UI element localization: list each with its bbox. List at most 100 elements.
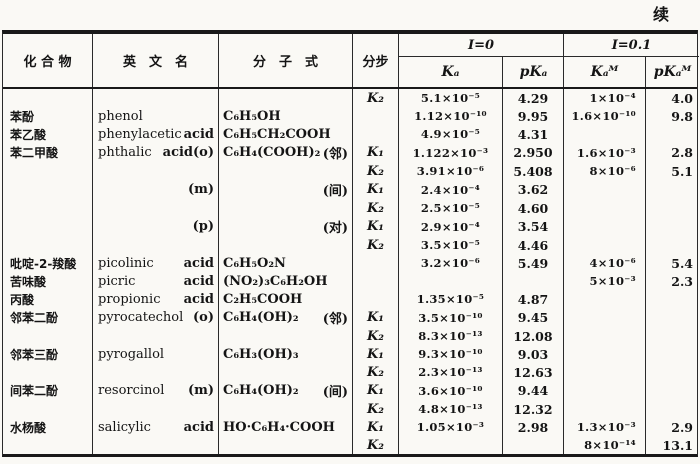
table-row: 苦味酸 picric acid (NO₂)₃C₆H₂OH 5×10⁻³ 2.3 (3, 272, 697, 290)
ka-value: 1.05×10⁻³ (399, 418, 503, 436)
dissociation-step: K₂ (353, 327, 399, 345)
molecular-formula: C₆H₃(OH)₃ (223, 346, 299, 362)
molecular-formula-cell: C₆H₃(OH)₃ (219, 345, 353, 363)
compound-name: 苯乙酸 (3, 125, 93, 143)
english-name-cell: phthalic acid(o) (93, 143, 219, 162)
molecular-formula: C₆H₄(OH)₂ (223, 383, 299, 398)
pka-value: 12.63 (503, 363, 564, 381)
pka-value: 9.03 (503, 345, 564, 363)
table-row: 苯乙酸 phenylacetic acid C₆H₅CH₂COOH 4.9×10… (3, 125, 697, 143)
english-name-qualifier: (o) (193, 310, 214, 325)
molecular-formula-cell (219, 363, 353, 381)
dissociation-step: K₂ (353, 236, 399, 254)
kam-value (564, 236, 646, 254)
kam-value: 8×10⁻¹⁴ (564, 436, 646, 454)
pkam-value: 2.9 (671, 419, 693, 435)
pkam-value (646, 363, 699, 381)
compound-name: 吡啶-2-羧酸 (3, 254, 93, 272)
pka-value: 12.08 (503, 327, 564, 345)
kam-value (564, 363, 646, 381)
table-row: (m) (间) K₁ 2.4×10⁻⁴ 3.62 (3, 180, 697, 199)
table-row: 吡啶-2-羧酸 picolinic acid C₆H₅O₂N 3.2×10⁻⁶ … (3, 254, 697, 272)
pkam-value (646, 308, 699, 327)
header-i01-subcolumns: Kₐᴹ pKₐᴹ (564, 57, 699, 87)
table-row: 间苯二酚 resorcinol (m) C₆H₄(OH)₂ (间) K₁ 3.6… (3, 381, 697, 400)
kam-value: 8×10⁻⁶ (564, 162, 646, 180)
header-formula: 分 子 式 (219, 34, 353, 87)
kam-value: 1.6×10⁻³ (564, 143, 646, 162)
table-header: 化 合 物 英 文 名 分 子 式 分步 I=0 Kₐ pKₐ I=0.1 Kₐ… (3, 34, 699, 89)
isomer-label: (邻) (322, 147, 348, 162)
ka-value: 2.5×10⁻⁵ (399, 199, 503, 217)
compound-name: 水杨酸 (3, 418, 93, 436)
molecular-formula-cell: C₆H₄(COOH)₂ (邻) (219, 143, 353, 162)
pkam-value (646, 217, 699, 236)
english-name-cell (93, 199, 219, 217)
dissociation-step: K₂ (353, 363, 399, 381)
english-name: resorcinol (98, 383, 165, 398)
kam-value: 5×10⁻³ (564, 272, 646, 290)
table-body: K₂ 5.1×10⁻⁵ 4.29 1×10⁻⁴ 4.0 苯酚 phenol C₆… (3, 89, 697, 454)
molecular-formula: (NO₂)₃C₆H₂OH (223, 273, 328, 289)
compound-name (3, 217, 93, 236)
compound-name (3, 180, 93, 199)
header-i0-subcolumns: Kₐ pKₐ (399, 57, 563, 87)
pka-value: 3.54 (503, 217, 564, 236)
continued-label: 续 (652, 5, 669, 24)
pkam-value (646, 327, 699, 345)
english-name: phenol (98, 108, 143, 124)
pkam-value: 2.3 (671, 273, 693, 289)
kam-value (564, 217, 646, 236)
english-name: phenylacetic (98, 126, 182, 142)
english-name-cell: picric acid (93, 272, 219, 290)
header-kam: Kₐᴹ (564, 57, 646, 87)
table-row: K₂ 8.3×10⁻¹³ 12.08 (3, 327, 697, 345)
english-name-cell: propionic acid (93, 290, 219, 308)
dissociation-step (353, 290, 399, 308)
table-row: K₂ 3.91×10⁻⁶ 5.408 8×10⁻⁶ 5.1 (3, 162, 697, 180)
header-step: 分步 (353, 34, 399, 87)
ka-value: 3.2×10⁻⁶ (399, 254, 503, 272)
english-name: propionic (98, 291, 161, 307)
english-name: picric (98, 273, 136, 289)
english-name-cell: phenol (93, 107, 219, 125)
pkam-value: 9.8 (671, 108, 693, 124)
dissociation-step: K₁ (353, 143, 399, 162)
table-row: 苯二甲酸 phthalic acid(o) C₆H₄(COOH)₂ (邻) K₁… (3, 143, 697, 162)
dissociation-step: K₁ (353, 217, 399, 236)
compound-name (3, 199, 93, 217)
table-row: 丙酸 propionic acid C₂H₅COOH 1.35×10⁻⁵ 4.8… (3, 290, 697, 308)
dissociation-step: K₂ (353, 436, 399, 454)
molecular-formula: C₆H₄(OH)₂ (223, 310, 299, 325)
pkam-value (646, 236, 699, 254)
molecular-formula-cell (219, 236, 353, 254)
compound-name: 间苯二酚 (3, 381, 93, 400)
english-name-qualifier: acid (183, 419, 214, 435)
pka-value: 2.950 (503, 143, 564, 162)
table-row: 水杨酸 salicylic acid HO·C₆H₄·COOH K₁ 1.05×… (3, 418, 697, 436)
pka-value: 4.46 (503, 236, 564, 254)
english-name-cell: resorcinol (m) (93, 381, 219, 400)
english-name-cell (93, 363, 219, 381)
pkam-value: 5.4 (671, 255, 693, 271)
table-row: K₂ 4.8×10⁻¹³ 12.32 (3, 400, 697, 418)
dissociation-step (353, 272, 399, 290)
kam-value: 1.6×10⁻¹⁰ (564, 107, 646, 125)
molecular-formula: C₂H₅COOH (223, 291, 303, 307)
dissociation-step (353, 125, 399, 143)
ka-value: 4.8×10⁻¹³ (399, 400, 503, 418)
ka-value (399, 436, 503, 454)
compound-name: 邻苯二酚 (3, 308, 93, 327)
english-name-cell: (m) (93, 180, 219, 199)
english-name-cell: (p) (93, 217, 219, 236)
molecular-formula: C₆H₄(COOH)₂ (223, 145, 321, 160)
molecular-formula: C₆H₅OH (223, 108, 281, 124)
table-row: K₂ 2.3×10⁻¹³ 12.63 (3, 363, 697, 381)
dissociation-step: K₁ (353, 345, 399, 363)
ka-value: 2.9×10⁻⁴ (399, 217, 503, 236)
kam-value (564, 180, 646, 199)
pkam-value: 2.8 (671, 145, 693, 160)
compound-name (3, 162, 93, 180)
kam-value (564, 400, 646, 418)
